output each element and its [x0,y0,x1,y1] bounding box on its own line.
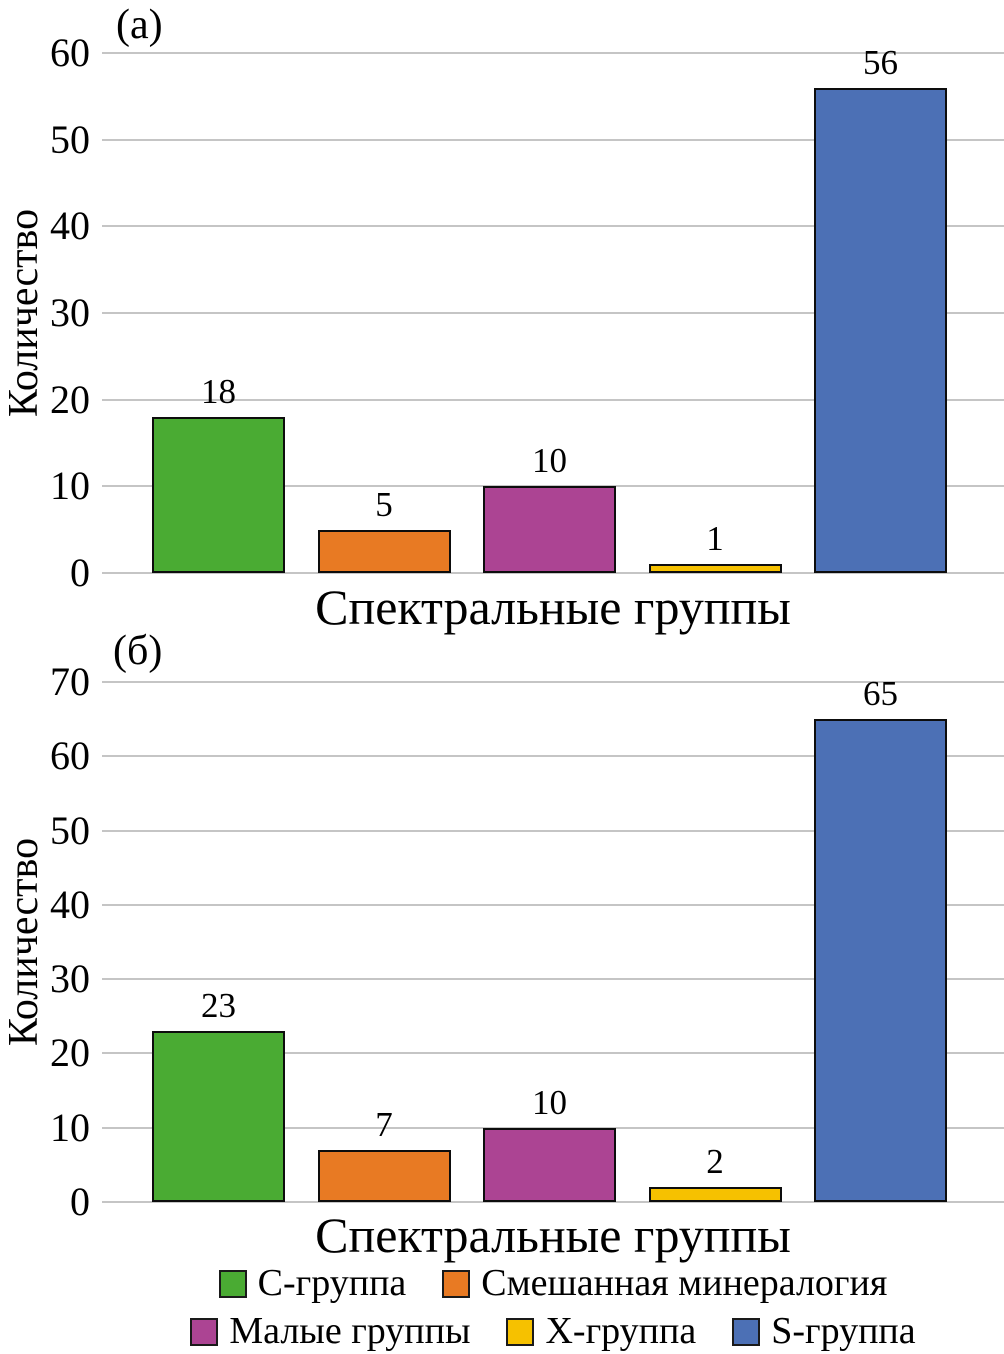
gridline-y20 [102,1052,1004,1055]
panel-a-plot: 0 10 20 30 40 50 60 18 5 10 1 56 [50,30,1004,595]
gridline-y20 [102,398,1004,401]
panel-a-x-axis-title: Спектральные группы [315,579,791,635]
gridline-y10 [102,485,1004,488]
panel-b-y-axis-title: Количество [1,837,47,1047]
bar-value-label-c-group: 23 [201,986,236,1026]
bar-value-label-mixed-mineralogy: 7 [375,1105,393,1144]
bar-value-label-small-groups: 10 [532,1082,567,1122]
bar-small-groups [483,1127,616,1202]
bar-value-label-x-group: 2 [706,1142,724,1182]
y-tick-label: 50 [50,116,90,162]
bar-c-group [152,1031,285,1202]
gridline-y70 [102,681,1004,683]
gridline-y60 [102,52,1004,54]
legend-label-mixed-mineralogy: Смешанная минералогия [481,1262,888,1305]
gridline-y10 [102,1126,1004,1129]
bar-s-group [814,87,947,573]
panel-b-plot: 0 10 20 30 40 50 60 70 23 7 10 2 65 [50,659,1004,1224]
gridline-y50 [102,138,1004,141]
y-tick-label: 30 [50,956,90,1002]
bar-value-label-s-group: 56 [863,42,898,82]
bar-value-label-small-groups: 10 [532,441,567,481]
y-tick-label: 60 [50,733,90,779]
bar-mixed-mineralogy [317,529,451,573]
legend-row-2: Малые группы X-группа S-группа [190,1308,916,1354]
gridline-y30 [102,978,1004,981]
bar-value-label-s-group: 65 [863,674,898,714]
gridline-y60 [102,755,1004,758]
legend-label-small-groups: Малые группы [229,1310,471,1353]
gridline-y30 [102,312,1004,314]
gridline-y0 [102,1201,1004,1203]
bar-s-group [814,719,947,1202]
y-tick-label: 20 [50,376,90,422]
bar-x-group [648,1187,782,1202]
legend-label-s-group: S-группа [771,1310,916,1353]
gridline-y40 [102,903,1004,906]
legend-item-x-group: X-группа [506,1310,697,1353]
y-tick-label: 30 [50,290,90,335]
legend-label-x-group: X-группа [545,1310,697,1353]
legend-item-mixed-mineralogy: Смешанная минералогия [442,1262,888,1305]
bar-value-label-c-group: 18 [201,372,236,411]
legend-label-c-group: C-группа [257,1262,407,1305]
bar-value-label-x-group: 1 [706,519,724,559]
legend-item-s-group: S-группа [732,1310,916,1353]
gridline-y50 [102,829,1004,832]
y-tick-label: 50 [50,807,90,853]
y-tick-label: 70 [50,659,90,704]
bar-x-group [648,564,782,573]
y-tick-label: 60 [50,30,90,75]
y-tick-label: 10 [50,1104,90,1150]
legend-swatch-mixed-mineralogy-icon [442,1269,471,1298]
y-tick-label: 10 [50,463,90,509]
y-tick-label: 40 [50,203,90,249]
legend-swatch-x-group-icon [506,1317,535,1346]
legend-row-1: C-группа Смешанная минералогия [218,1260,888,1308]
y-tick-label: 40 [50,881,90,927]
gridline-y0 [102,572,1004,574]
legend-item-small-groups: Малые группы [190,1310,471,1353]
gridline-y40 [102,225,1004,228]
bar-value-label-mixed-mineralogy: 5 [375,484,393,524]
legend-item-c-group: C-группа [218,1262,407,1305]
y-tick-label: 0 [70,1179,90,1224]
legend-swatch-small-groups-icon [190,1317,219,1346]
bar-mixed-mineralogy [317,1150,451,1202]
legend-swatch-c-group-icon [218,1269,247,1298]
panel-b-x-axis-title: Спектральные группы [315,1207,791,1263]
panel-a-label: (а) [116,2,163,48]
chart-legend: C-группа Смешанная минералогия Малые групп… [102,1260,1004,1354]
bar-small-groups [483,486,616,573]
y-tick-label: 20 [50,1030,90,1076]
legend-swatch-s-group-icon [732,1317,761,1346]
bar-c-group [152,417,285,573]
y-tick-label: 0 [70,550,90,595]
panel-b-label: (б) [113,628,163,674]
